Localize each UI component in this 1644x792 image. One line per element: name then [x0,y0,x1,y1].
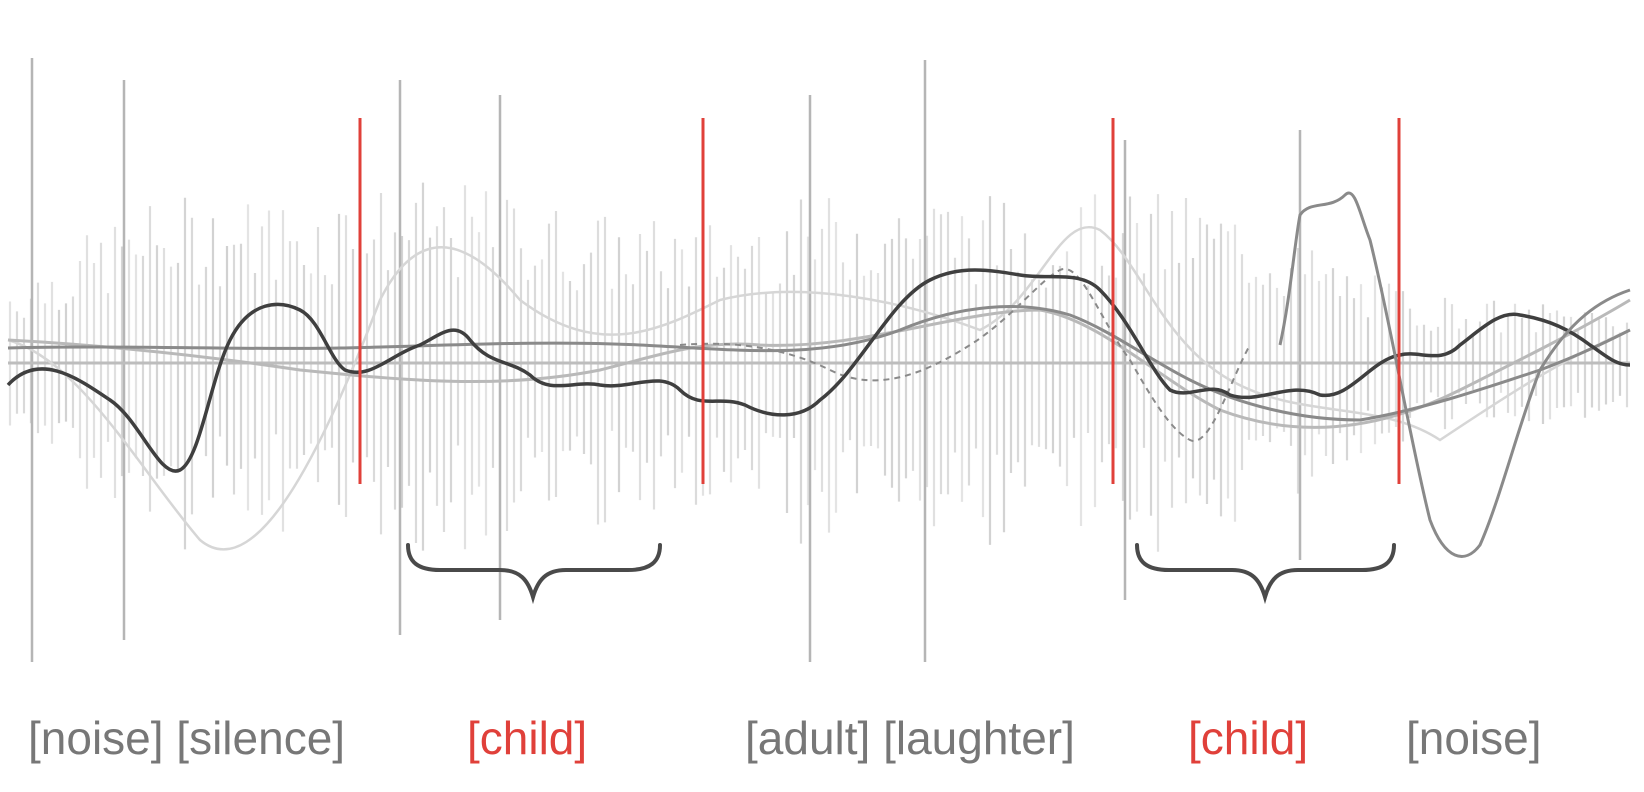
label-noise: [noise] [1406,712,1542,764]
label-noise-silence: [noise] [silence] [28,712,346,764]
brace-icon [1135,543,1396,605]
label-child-2: [child] [1188,712,1309,764]
curve-dashed [679,267,1251,442]
waveform-bars [8,182,1629,552]
label-adult-laughter: [adult] [laughter] [745,712,1075,764]
curve-faint [7,226,1631,551]
brace-icon [406,543,662,605]
signal-curves [6,191,1631,558]
segment-boundaries [358,118,1401,484]
label-child-1: [child] [467,712,588,764]
curve-spike [1278,191,1631,558]
curve-mid [7,305,1631,422]
child-braces [406,543,1396,605]
waveform-spikes [30,58,1302,662]
curve-dark [6,268,1631,473]
